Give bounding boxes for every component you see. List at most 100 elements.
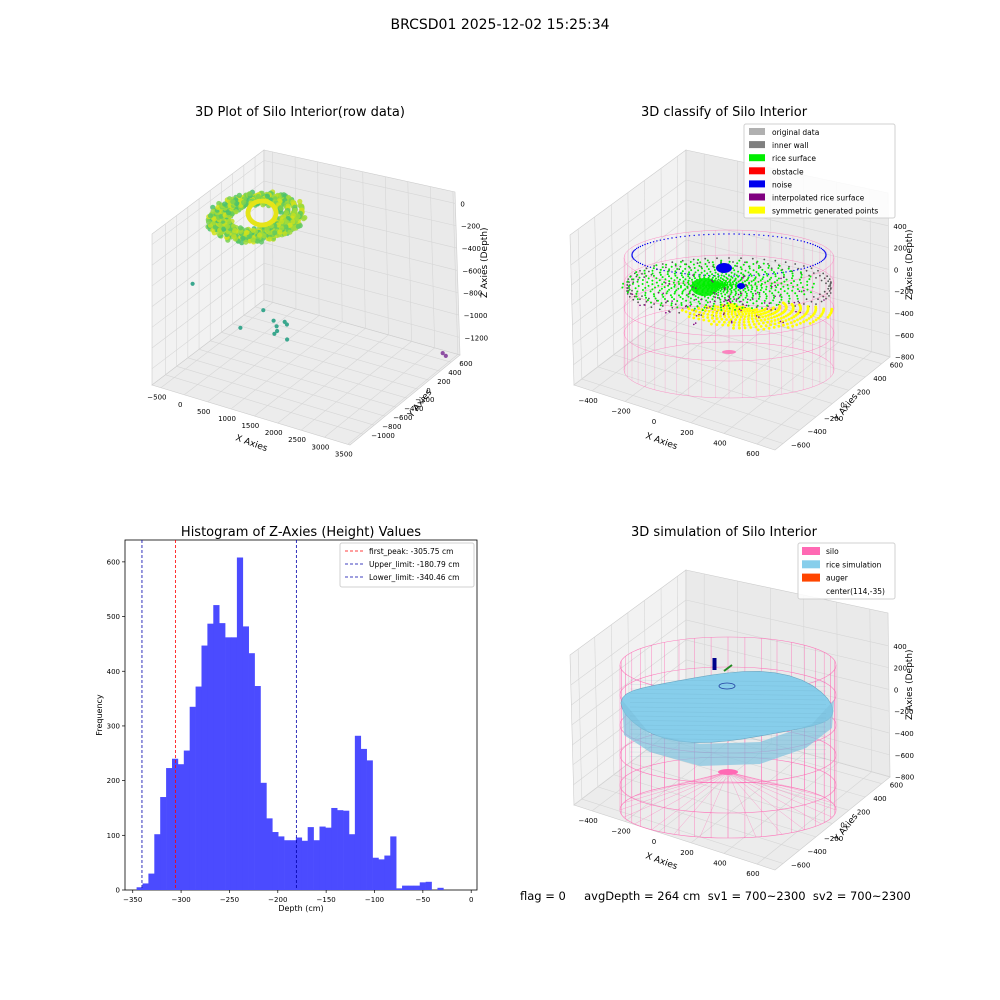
rice-surface-point bbox=[730, 289, 733, 292]
symmetric-point bbox=[706, 316, 710, 319]
rice-surface-point bbox=[659, 271, 662, 274]
inner-wall-point bbox=[692, 258, 695, 261]
symmetric-point bbox=[775, 314, 779, 318]
grid-line bbox=[685, 619, 889, 668]
status-flag-line: flag = 0 avgDepth = 264 cm sv1 = 700~230… bbox=[520, 889, 911, 903]
rice-surface-point bbox=[724, 282, 727, 285]
symmetric-point bbox=[747, 312, 751, 315]
symmetric-point bbox=[764, 324, 768, 328]
histogram-legend: first_peak: -305.75 cm Upper_limit: -180.… bbox=[339, 542, 475, 588]
rim-noise-point bbox=[684, 273, 686, 275]
rice-surface-point bbox=[791, 274, 794, 277]
rim-noise-point bbox=[644, 264, 646, 267]
interpolated-point bbox=[766, 308, 769, 310]
rice-surface-point bbox=[778, 264, 781, 267]
rice-surface-point bbox=[760, 286, 763, 289]
interpolated-point bbox=[687, 293, 690, 295]
symmetric-point bbox=[790, 316, 794, 320]
symmetric-point bbox=[707, 319, 711, 323]
silo-bottom-spoke bbox=[727, 771, 822, 797]
y-tick-label: −800 bbox=[382, 423, 401, 431]
symmetric-point bbox=[743, 310, 746, 313]
inner-wall-point bbox=[797, 267, 800, 270]
silo-ring bbox=[623, 229, 835, 287]
grid-line bbox=[661, 317, 866, 378]
rice-surface-point bbox=[704, 274, 707, 277]
raw-3d-title: 3D Plot of Silo Interior(row data) bbox=[195, 105, 405, 120]
interpolated-point bbox=[731, 321, 733, 324]
grid-line bbox=[685, 239, 890, 292]
symmetric-point bbox=[764, 314, 768, 318]
rice-surface-point bbox=[651, 283, 654, 286]
raw-point bbox=[221, 226, 227, 232]
y-tick-label: 400 bbox=[448, 369, 461, 377]
y-tick-label: 200 bbox=[437, 378, 450, 386]
rice-surface-point bbox=[720, 286, 723, 289]
rim-noise-point bbox=[636, 260, 638, 263]
symmetric-point bbox=[737, 323, 741, 327]
inner-wall-point bbox=[810, 300, 813, 303]
rice-surface-point bbox=[668, 288, 671, 291]
interpolated-point bbox=[742, 303, 744, 306]
grid-line bbox=[610, 204, 615, 355]
rice-surface-point bbox=[791, 289, 794, 292]
rice-surface-point bbox=[726, 286, 729, 289]
y-tick-label: 100 bbox=[107, 832, 120, 840]
rice-surface-point bbox=[670, 265, 673, 268]
rim-noise-point bbox=[824, 256, 827, 258]
grid-line bbox=[577, 649, 583, 800]
inner-wall-point bbox=[631, 289, 633, 292]
symmetric-point bbox=[733, 310, 737, 314]
rice-surface-point bbox=[647, 284, 650, 287]
grid-line bbox=[571, 199, 687, 286]
silo-bottom-spoke bbox=[727, 771, 822, 825]
interpolated-point bbox=[740, 300, 742, 303]
surface-mesh bbox=[629, 742, 827, 746]
classify-3d-ticks: −400−2000200400600−600−400−2000200400600… bbox=[578, 223, 914, 458]
inner-wall-point bbox=[759, 266, 762, 269]
rice-surface-point bbox=[744, 287, 746, 290]
simulation-3d-grid bbox=[570, 573, 891, 865]
rice-surface-point bbox=[732, 267, 734, 270]
interpolated-point bbox=[723, 287, 726, 289]
symmetric-point bbox=[727, 310, 730, 313]
z-tick-label: −200 bbox=[461, 223, 480, 231]
silo-bottom-spoke bbox=[651, 771, 729, 791]
inner-wall-point bbox=[829, 283, 832, 285]
grid-line bbox=[597, 366, 800, 431]
silo-bottom-spoke bbox=[673, 771, 729, 786]
raw-point bbox=[224, 223, 231, 230]
histogram-bar bbox=[254, 686, 261, 890]
raw-point bbox=[279, 225, 285, 231]
inner-wall-point bbox=[626, 293, 629, 295]
rice-surface-point bbox=[687, 283, 690, 286]
interpolated-point bbox=[729, 302, 732, 304]
raw-3d-floor bbox=[151, 299, 461, 446]
rice-surface-point bbox=[796, 297, 799, 300]
rice-surface-point bbox=[760, 282, 763, 285]
inner-wall-point bbox=[643, 276, 646, 278]
surface-mesh bbox=[629, 711, 827, 714]
inner-wall-point bbox=[822, 272, 825, 275]
rice-surface-point bbox=[720, 309, 723, 311]
symmetric-point bbox=[828, 313, 831, 317]
rice-surface-point bbox=[692, 263, 695, 266]
rice-surface-point bbox=[650, 301, 652, 304]
raw-point bbox=[257, 232, 263, 238]
symmetric-point bbox=[687, 307, 691, 310]
rice-surface-point bbox=[686, 305, 689, 308]
rice-surface-point bbox=[719, 290, 722, 292]
surface-mesh bbox=[629, 688, 827, 692]
symmetric-point bbox=[784, 314, 788, 318]
surface-mesh bbox=[629, 756, 827, 759]
x-tick-label: −350 bbox=[123, 896, 142, 904]
rice-surface-point bbox=[662, 295, 665, 298]
rice-surface-point bbox=[670, 304, 673, 307]
silo-bottom-spoke bbox=[727, 771, 757, 838]
symmetric-point bbox=[791, 324, 794, 328]
symmetric-point bbox=[756, 328, 760, 332]
inner-wall-point bbox=[653, 303, 655, 305]
rice-surface-point bbox=[645, 296, 647, 299]
rice-surface-point bbox=[734, 290, 737, 293]
histogram-bar bbox=[396, 888, 403, 890]
